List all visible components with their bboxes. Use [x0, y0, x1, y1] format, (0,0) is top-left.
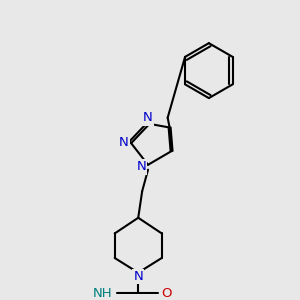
Text: N: N — [143, 111, 153, 124]
Text: N: N — [118, 136, 128, 149]
Text: N: N — [136, 160, 146, 173]
Text: N: N — [134, 270, 143, 283]
Text: NH: NH — [93, 287, 113, 300]
Text: O: O — [161, 287, 172, 300]
